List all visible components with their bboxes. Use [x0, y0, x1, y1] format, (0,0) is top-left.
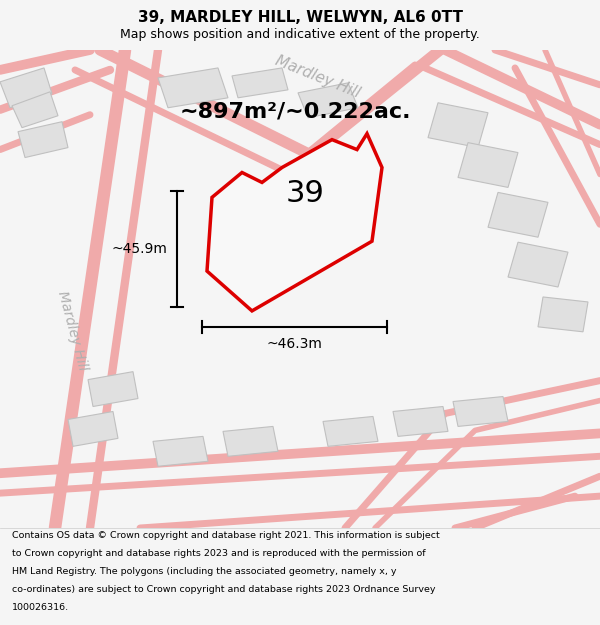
Polygon shape [393, 406, 448, 436]
Polygon shape [453, 396, 508, 426]
Polygon shape [223, 426, 278, 456]
Polygon shape [538, 297, 588, 332]
Text: HM Land Registry. The polygons (including the associated geometry, namely x, y: HM Land Registry. The polygons (includin… [12, 567, 397, 576]
Text: 100026316.: 100026316. [12, 602, 69, 612]
Polygon shape [508, 242, 568, 287]
Text: co-ordinates) are subject to Crown copyright and database rights 2023 Ordnance S: co-ordinates) are subject to Crown copyr… [12, 585, 436, 594]
Polygon shape [488, 192, 548, 238]
Polygon shape [18, 122, 68, 158]
Polygon shape [68, 411, 118, 446]
Text: Mardley Hill: Mardley Hill [55, 289, 89, 372]
Polygon shape [207, 134, 382, 311]
Polygon shape [458, 142, 518, 188]
Text: ~897m²/~0.222ac.: ~897m²/~0.222ac. [179, 102, 411, 122]
Polygon shape [323, 416, 378, 446]
Polygon shape [298, 83, 358, 118]
Text: to Crown copyright and database rights 2023 and is reproduced with the permissio: to Crown copyright and database rights 2… [12, 549, 425, 558]
Polygon shape [232, 68, 288, 98]
Text: 39: 39 [286, 179, 325, 209]
Polygon shape [0, 68, 52, 108]
Polygon shape [153, 436, 208, 466]
Polygon shape [12, 92, 58, 128]
Text: ~45.9m: ~45.9m [111, 242, 167, 256]
Text: Map shows position and indicative extent of the property.: Map shows position and indicative extent… [120, 28, 480, 41]
Text: Contains OS data © Crown copyright and database right 2021. This information is : Contains OS data © Crown copyright and d… [12, 531, 440, 540]
Polygon shape [88, 372, 138, 406]
Polygon shape [428, 102, 488, 148]
Text: 39, MARDLEY HILL, WELWYN, AL6 0TT: 39, MARDLEY HILL, WELWYN, AL6 0TT [137, 10, 463, 25]
Text: ~46.3m: ~46.3m [266, 337, 322, 351]
Polygon shape [158, 68, 228, 108]
Text: Mardley Hill: Mardley Hill [274, 53, 362, 101]
